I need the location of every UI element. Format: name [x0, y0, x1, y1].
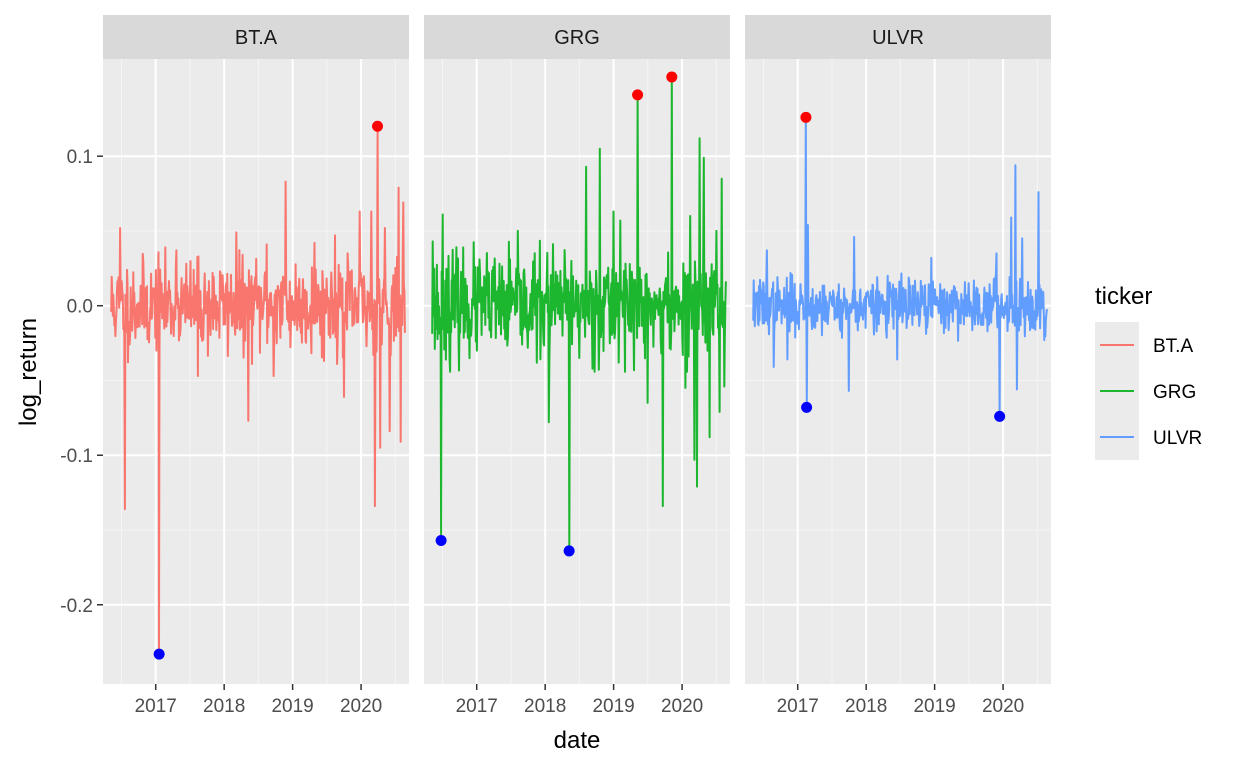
x-tick-label: 2020 [340, 696, 382, 717]
max-point [800, 111, 812, 123]
legend-label: GRG [1153, 382, 1196, 403]
x-tick-label: 2018 [203, 696, 245, 717]
y-axis: -0.2 -0.1 0.0 0.1 [60, 147, 103, 617]
min-point [801, 401, 813, 413]
y-tick-label: 0.0 [67, 297, 93, 318]
x-axis-title: date [554, 727, 601, 754]
max-point [632, 89, 644, 101]
min-point [153, 648, 165, 660]
x-tick-label: 2017 [135, 696, 177, 717]
min-point [563, 545, 575, 557]
facet-strip-label: GRG [554, 27, 600, 49]
plot-background [424, 59, 730, 684]
facet-strip [424, 15, 730, 59]
y-tick-label: 0.1 [67, 147, 93, 168]
series-line-grg [431, 75, 727, 552]
legend-label: ULVR [1153, 428, 1202, 449]
panel-ulvr: ULVR 2017 2018 2019 2020 [745, 15, 1051, 717]
min-point [994, 410, 1006, 422]
facet-strip-label: ULVR [872, 27, 924, 49]
x-tick-label: 2017 [456, 696, 498, 717]
x-tick-label: 2019 [592, 696, 634, 717]
max-point [666, 71, 678, 83]
x-tick-label: 2018 [845, 696, 887, 717]
plot-background [745, 59, 1051, 684]
x-tick-label: 2018 [524, 696, 566, 717]
y-axis-title: log_return [15, 318, 42, 426]
plot-background [103, 59, 409, 684]
x-tick-label: 2020 [661, 696, 703, 717]
x-tick-label: 2017 [777, 696, 819, 717]
legend-item: ULVR [1095, 414, 1202, 460]
panel-bta: BT.A 2017 2018 2019 2020 [103, 15, 409, 717]
x-tick-label: 2020 [982, 696, 1024, 717]
legend-item: GRG [1095, 368, 1196, 414]
facet-strip [103, 15, 409, 59]
x-tick-label: 2019 [913, 696, 955, 717]
series-line-bta [110, 125, 406, 656]
min-point [435, 534, 447, 546]
legend-title: ticker [1095, 283, 1152, 310]
legend: ticker BT.A GRG ULVR [1095, 283, 1202, 460]
facet-strip-label: BT.A [235, 27, 278, 49]
legend-label: BT.A [1153, 336, 1193, 357]
max-point [372, 120, 384, 132]
y-tick-label: -0.2 [60, 596, 93, 617]
series-line-ulvr [752, 116, 1048, 418]
legend-item: BT.A [1095, 322, 1193, 368]
panel-grg: GRG 2017 2018 2019 2020 [424, 15, 730, 717]
facet-strip [745, 15, 1051, 59]
y-tick-label: -0.1 [60, 446, 93, 467]
x-tick-label: 2019 [271, 696, 313, 717]
